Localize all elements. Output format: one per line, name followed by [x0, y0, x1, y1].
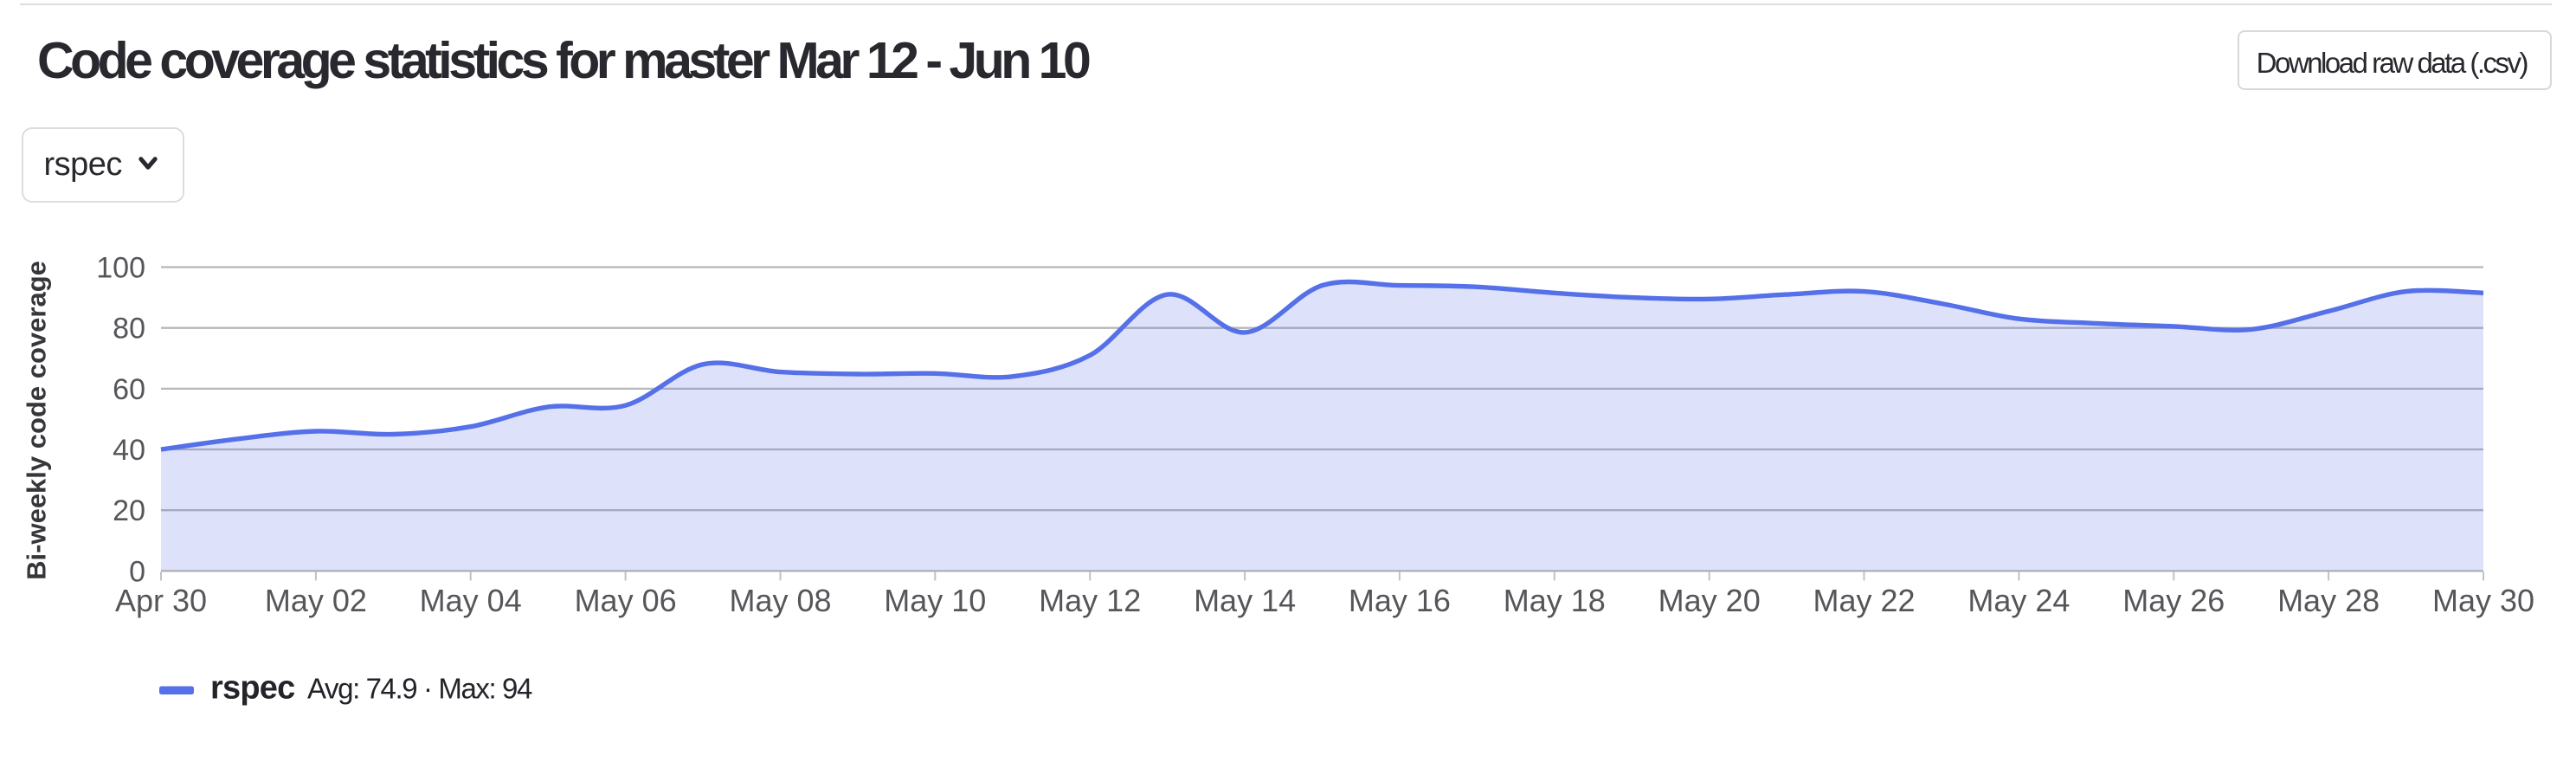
svg-text:0: 0	[129, 555, 145, 588]
svg-text:Apr 30: Apr 30	[115, 583, 207, 618]
svg-text:May 26: May 26	[2122, 583, 2225, 618]
svg-text:20: 20	[113, 494, 145, 527]
svg-text:rspec: rspec	[210, 670, 295, 707]
svg-text:May 22: May 22	[1813, 583, 1915, 618]
svg-text:May 06: May 06	[575, 583, 677, 618]
svg-text:May 18: May 18	[1504, 583, 1606, 618]
svg-text:May 16: May 16	[1349, 583, 1451, 618]
svg-text:80: 80	[113, 313, 145, 345]
svg-text:100: 100	[96, 252, 145, 285]
svg-text:May 30: May 30	[2432, 583, 2534, 618]
svg-text:May 08: May 08	[729, 583, 831, 618]
svg-text:May 28: May 28	[2277, 583, 2380, 618]
svg-text:May 12: May 12	[1039, 583, 1141, 618]
svg-text:Bi-weekly code coverage: Bi-weekly code coverage	[22, 261, 52, 580]
svg-text:May 02: May 02	[265, 583, 367, 618]
svg-text:May 10: May 10	[884, 583, 986, 618]
svg-text:40: 40	[113, 434, 145, 467]
svg-text:60: 60	[113, 373, 145, 406]
svg-text:Avg: 74.9 · Max: 94: Avg: 74.9 · Max: 94	[307, 673, 532, 705]
svg-text:May 04: May 04	[420, 583, 522, 618]
svg-text:May 20: May 20	[1658, 583, 1761, 618]
svg-text:May 24: May 24	[1967, 583, 2070, 618]
svg-text:May 14: May 14	[1194, 583, 1296, 618]
